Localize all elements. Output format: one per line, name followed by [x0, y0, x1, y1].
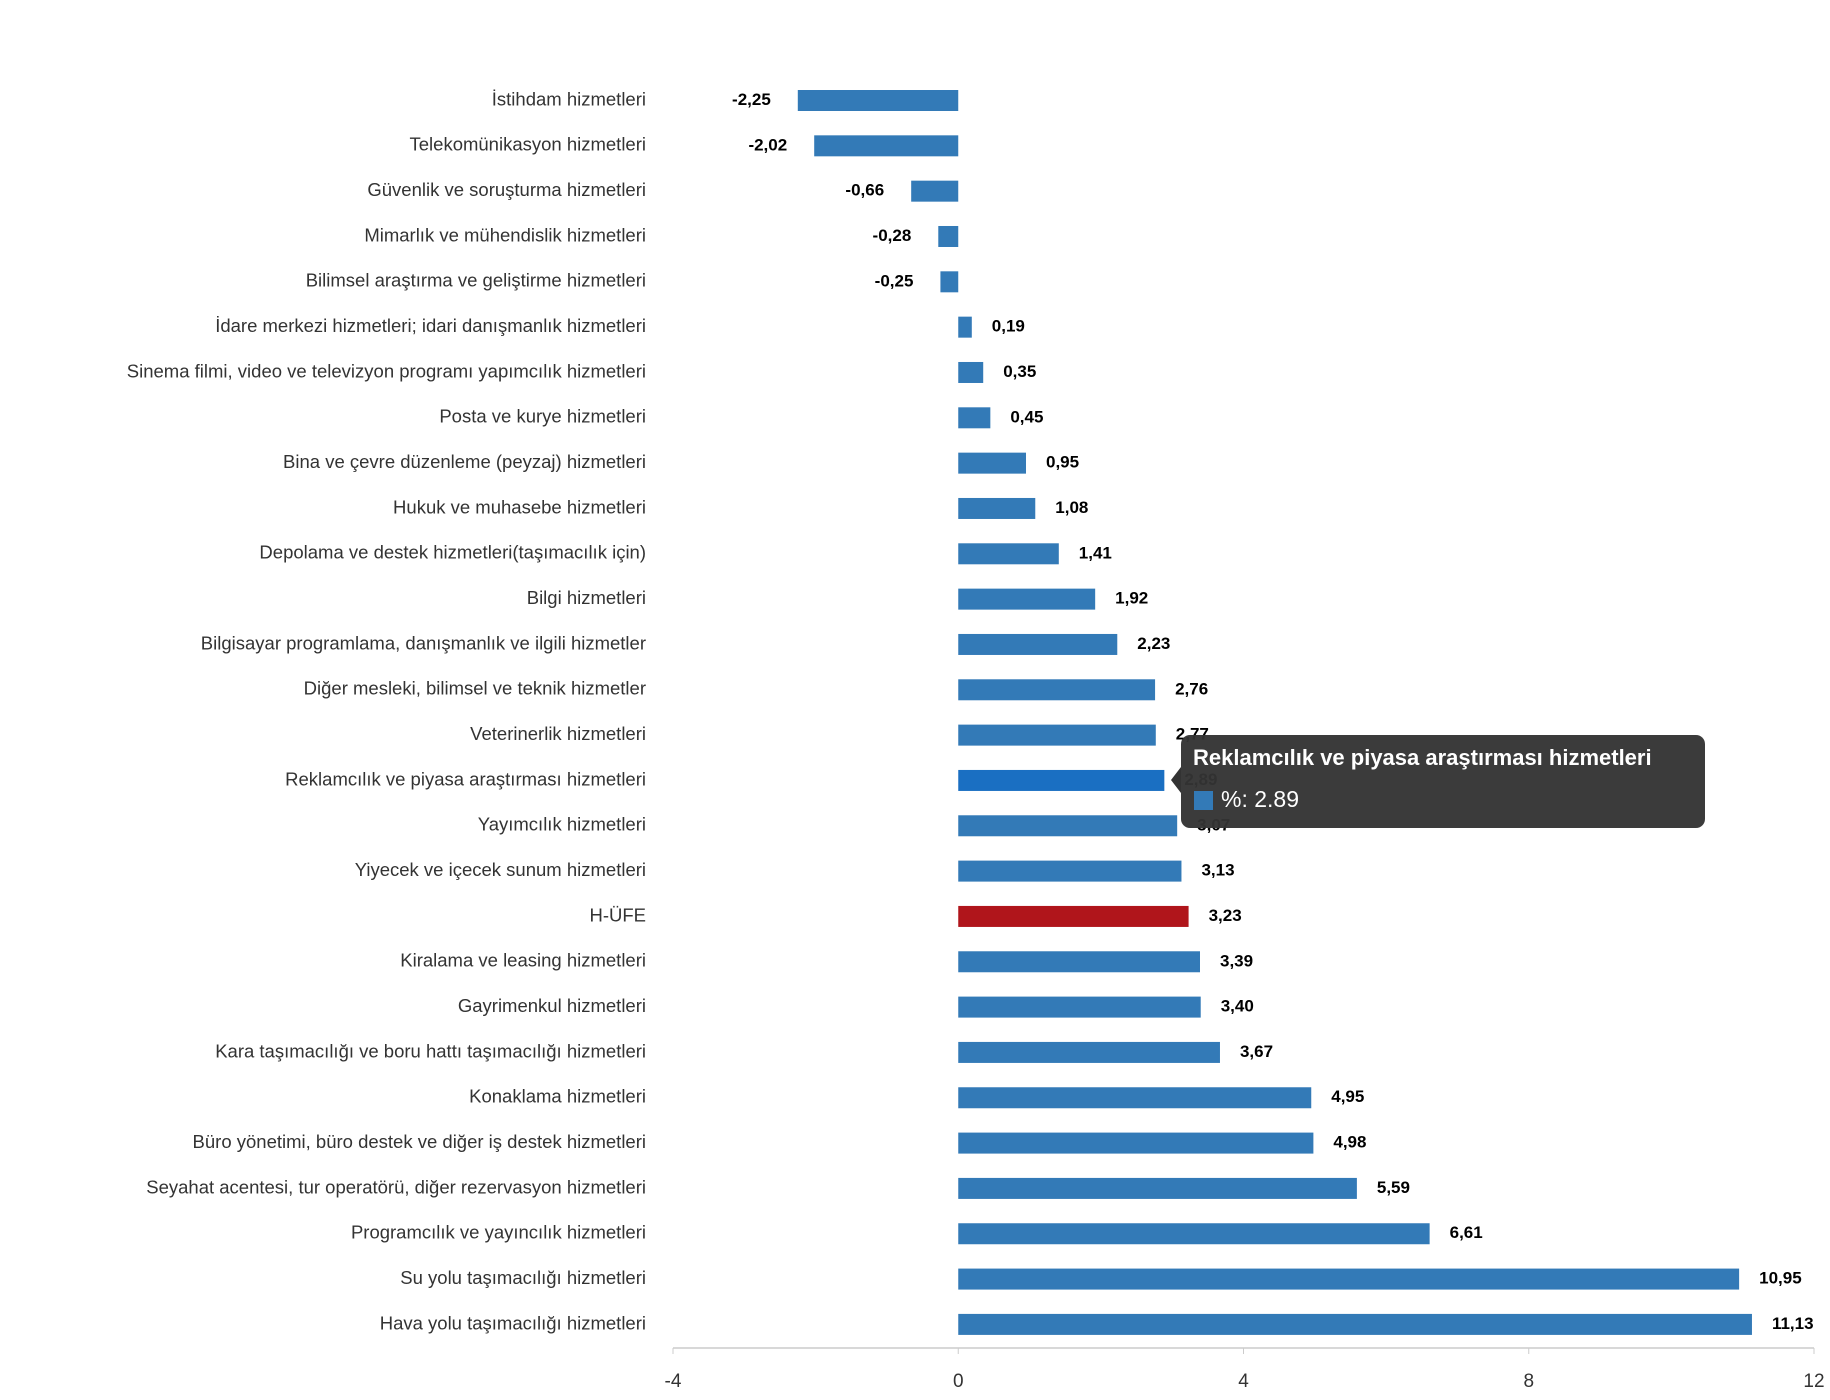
bar[interactable]: [958, 1313, 1752, 1335]
bar[interactable]: [958, 1132, 1314, 1154]
bar[interactable]: [958, 769, 1165, 791]
value-label: -2,25: [732, 90, 771, 109]
category-label: H-ÜFE: [589, 904, 646, 925]
value-label: 3,40: [1221, 997, 1254, 1016]
value-label: 5,59: [1377, 1178, 1410, 1197]
category-label: Mimarlık ve mühendislik hizmetleri: [364, 224, 646, 245]
bar[interactable]: [958, 588, 1096, 610]
tooltip-text: %: 2.89: [1221, 786, 1299, 812]
category-label: Depolama ve destek hizmetleri(taşımacılı…: [259, 542, 646, 563]
bar[interactable]: [958, 996, 1201, 1018]
bar[interactable]: [958, 452, 1026, 474]
bar[interactable]: [958, 951, 1200, 973]
value-label: 0,95: [1046, 453, 1079, 472]
category-label: İstihdam hizmetleri: [492, 88, 646, 109]
bar[interactable]: [958, 1223, 1430, 1245]
bar[interactable]: [958, 1041, 1220, 1063]
tooltip-swatch: [1194, 791, 1213, 810]
category-label: Yiyecek ve içecek sunum hizmetleri: [355, 859, 646, 880]
category-label: Kara taşımacılığı ve boru hattı taşımacı…: [215, 1040, 646, 1061]
value-label: 1,41: [1079, 543, 1112, 562]
bar[interactable]: [814, 135, 959, 157]
category-label: Güvenlik ve soruşturma hizmetleri: [367, 179, 646, 200]
bar[interactable]: [958, 1177, 1357, 1199]
category-label: Bina ve çevre düzenleme (peyzaj) hizmetl…: [283, 451, 646, 472]
bar[interactable]: [940, 271, 959, 293]
category-label: Programcılık ve yayıncılık hizmetleri: [351, 1222, 646, 1243]
category-label: Gayrimenkul hizmetleri: [458, 995, 646, 1016]
tooltip-title: Reklamcılık ve piyasa araştırması hizmet…: [1193, 745, 1652, 770]
x-tick-label: -4: [665, 1371, 682, 1392]
category-label: Konaklama hizmetleri: [469, 1086, 646, 1107]
bar[interactable]: [958, 361, 984, 383]
bar[interactable]: [958, 407, 991, 429]
tooltip-box: [1181, 735, 1705, 828]
bar[interactable]: [958, 1087, 1312, 1109]
bar[interactable]: [958, 905, 1189, 927]
bar[interactable]: [958, 724, 1156, 746]
value-label: 1,92: [1115, 589, 1148, 608]
category-label: Posta ve kurye hizmetleri: [439, 406, 646, 427]
category-label: Bilgi hizmetleri: [527, 587, 646, 608]
category-label: Diğer mesleki, bilimsel ve teknik hizmet…: [304, 678, 646, 699]
value-label: 1,08: [1055, 498, 1088, 517]
value-label: 0,45: [1010, 407, 1043, 426]
bar[interactable]: [958, 543, 1059, 565]
value-label: -0,66: [845, 181, 884, 200]
category-label: Seyahat acentesi, tur operatörü, diğer r…: [146, 1176, 646, 1197]
value-label: -0,25: [875, 271, 914, 290]
bar[interactable]: [797, 90, 959, 111]
category-label: Veterinerlik hizmetleri: [470, 723, 646, 744]
category-label: Telekomünikasyon hizmetleri: [410, 134, 647, 155]
bar[interactable]: [938, 225, 959, 247]
bar[interactable]: [958, 815, 1178, 837]
x-tick-label: 8: [1523, 1371, 1534, 1392]
category-label: Reklamcılık ve piyasa araştırması hizmet…: [285, 768, 646, 789]
bar[interactable]: [958, 497, 1036, 519]
bar[interactable]: [911, 180, 959, 202]
value-label: -2,02: [748, 135, 787, 154]
value-label: -0,28: [873, 226, 912, 245]
category-label: Su yolu taşımacılığı hizmetleri: [400, 1267, 646, 1288]
category-label: Hava yolu taşımacılığı hizmetleri: [380, 1312, 646, 1333]
bar[interactable]: [958, 860, 1182, 882]
category-label: İdare merkezi hizmetleri; idari danışman…: [215, 315, 646, 336]
x-tick-label: 0: [953, 1371, 964, 1392]
value-label: 4,98: [1333, 1133, 1366, 1152]
x-tick-label: 12: [1803, 1371, 1824, 1392]
bar[interactable]: [958, 1268, 1740, 1290]
value-label: 2,76: [1175, 679, 1208, 698]
value-label: 11,13: [1772, 1314, 1814, 1333]
value-label: 4,95: [1331, 1087, 1364, 1106]
category-label: Sinema filmi, video ve televizyon progra…: [127, 360, 646, 381]
category-label: Yayımcılık hizmetleri: [478, 814, 646, 835]
bar[interactable]: [958, 316, 972, 338]
value-label: 3,23: [1209, 906, 1242, 925]
category-label: Kiralama ve leasing hizmetleri: [400, 950, 646, 971]
value-label: 3,67: [1240, 1042, 1273, 1061]
value-label: 2,23: [1137, 634, 1170, 653]
value-label: 0,35: [1003, 362, 1036, 381]
category-label: Bilimsel araştırma ve geliştirme hizmetl…: [306, 270, 646, 291]
category-label: Hukuk ve muhasebe hizmetleri: [393, 496, 646, 517]
value-label: 0,19: [992, 317, 1025, 336]
category-label: Bilgisayar programlama, danışmanlık ve i…: [201, 632, 646, 653]
bar[interactable]: [958, 679, 1156, 701]
value-label: 6,61: [1450, 1223, 1483, 1242]
bar[interactable]: [958, 633, 1118, 655]
tooltip-pointer: [1171, 767, 1181, 793]
value-label: 10,95: [1759, 1269, 1802, 1288]
value-label: 3,13: [1201, 861, 1234, 880]
x-tick-label: 4: [1238, 1371, 1249, 1392]
tooltip: Reklamcılık ve piyasa araştırması hizmet…: [1171, 735, 1705, 828]
category-label: Büro yönetimi, büro destek ve diğer iş d…: [193, 1131, 646, 1152]
value-label: 3,39: [1220, 951, 1253, 970]
